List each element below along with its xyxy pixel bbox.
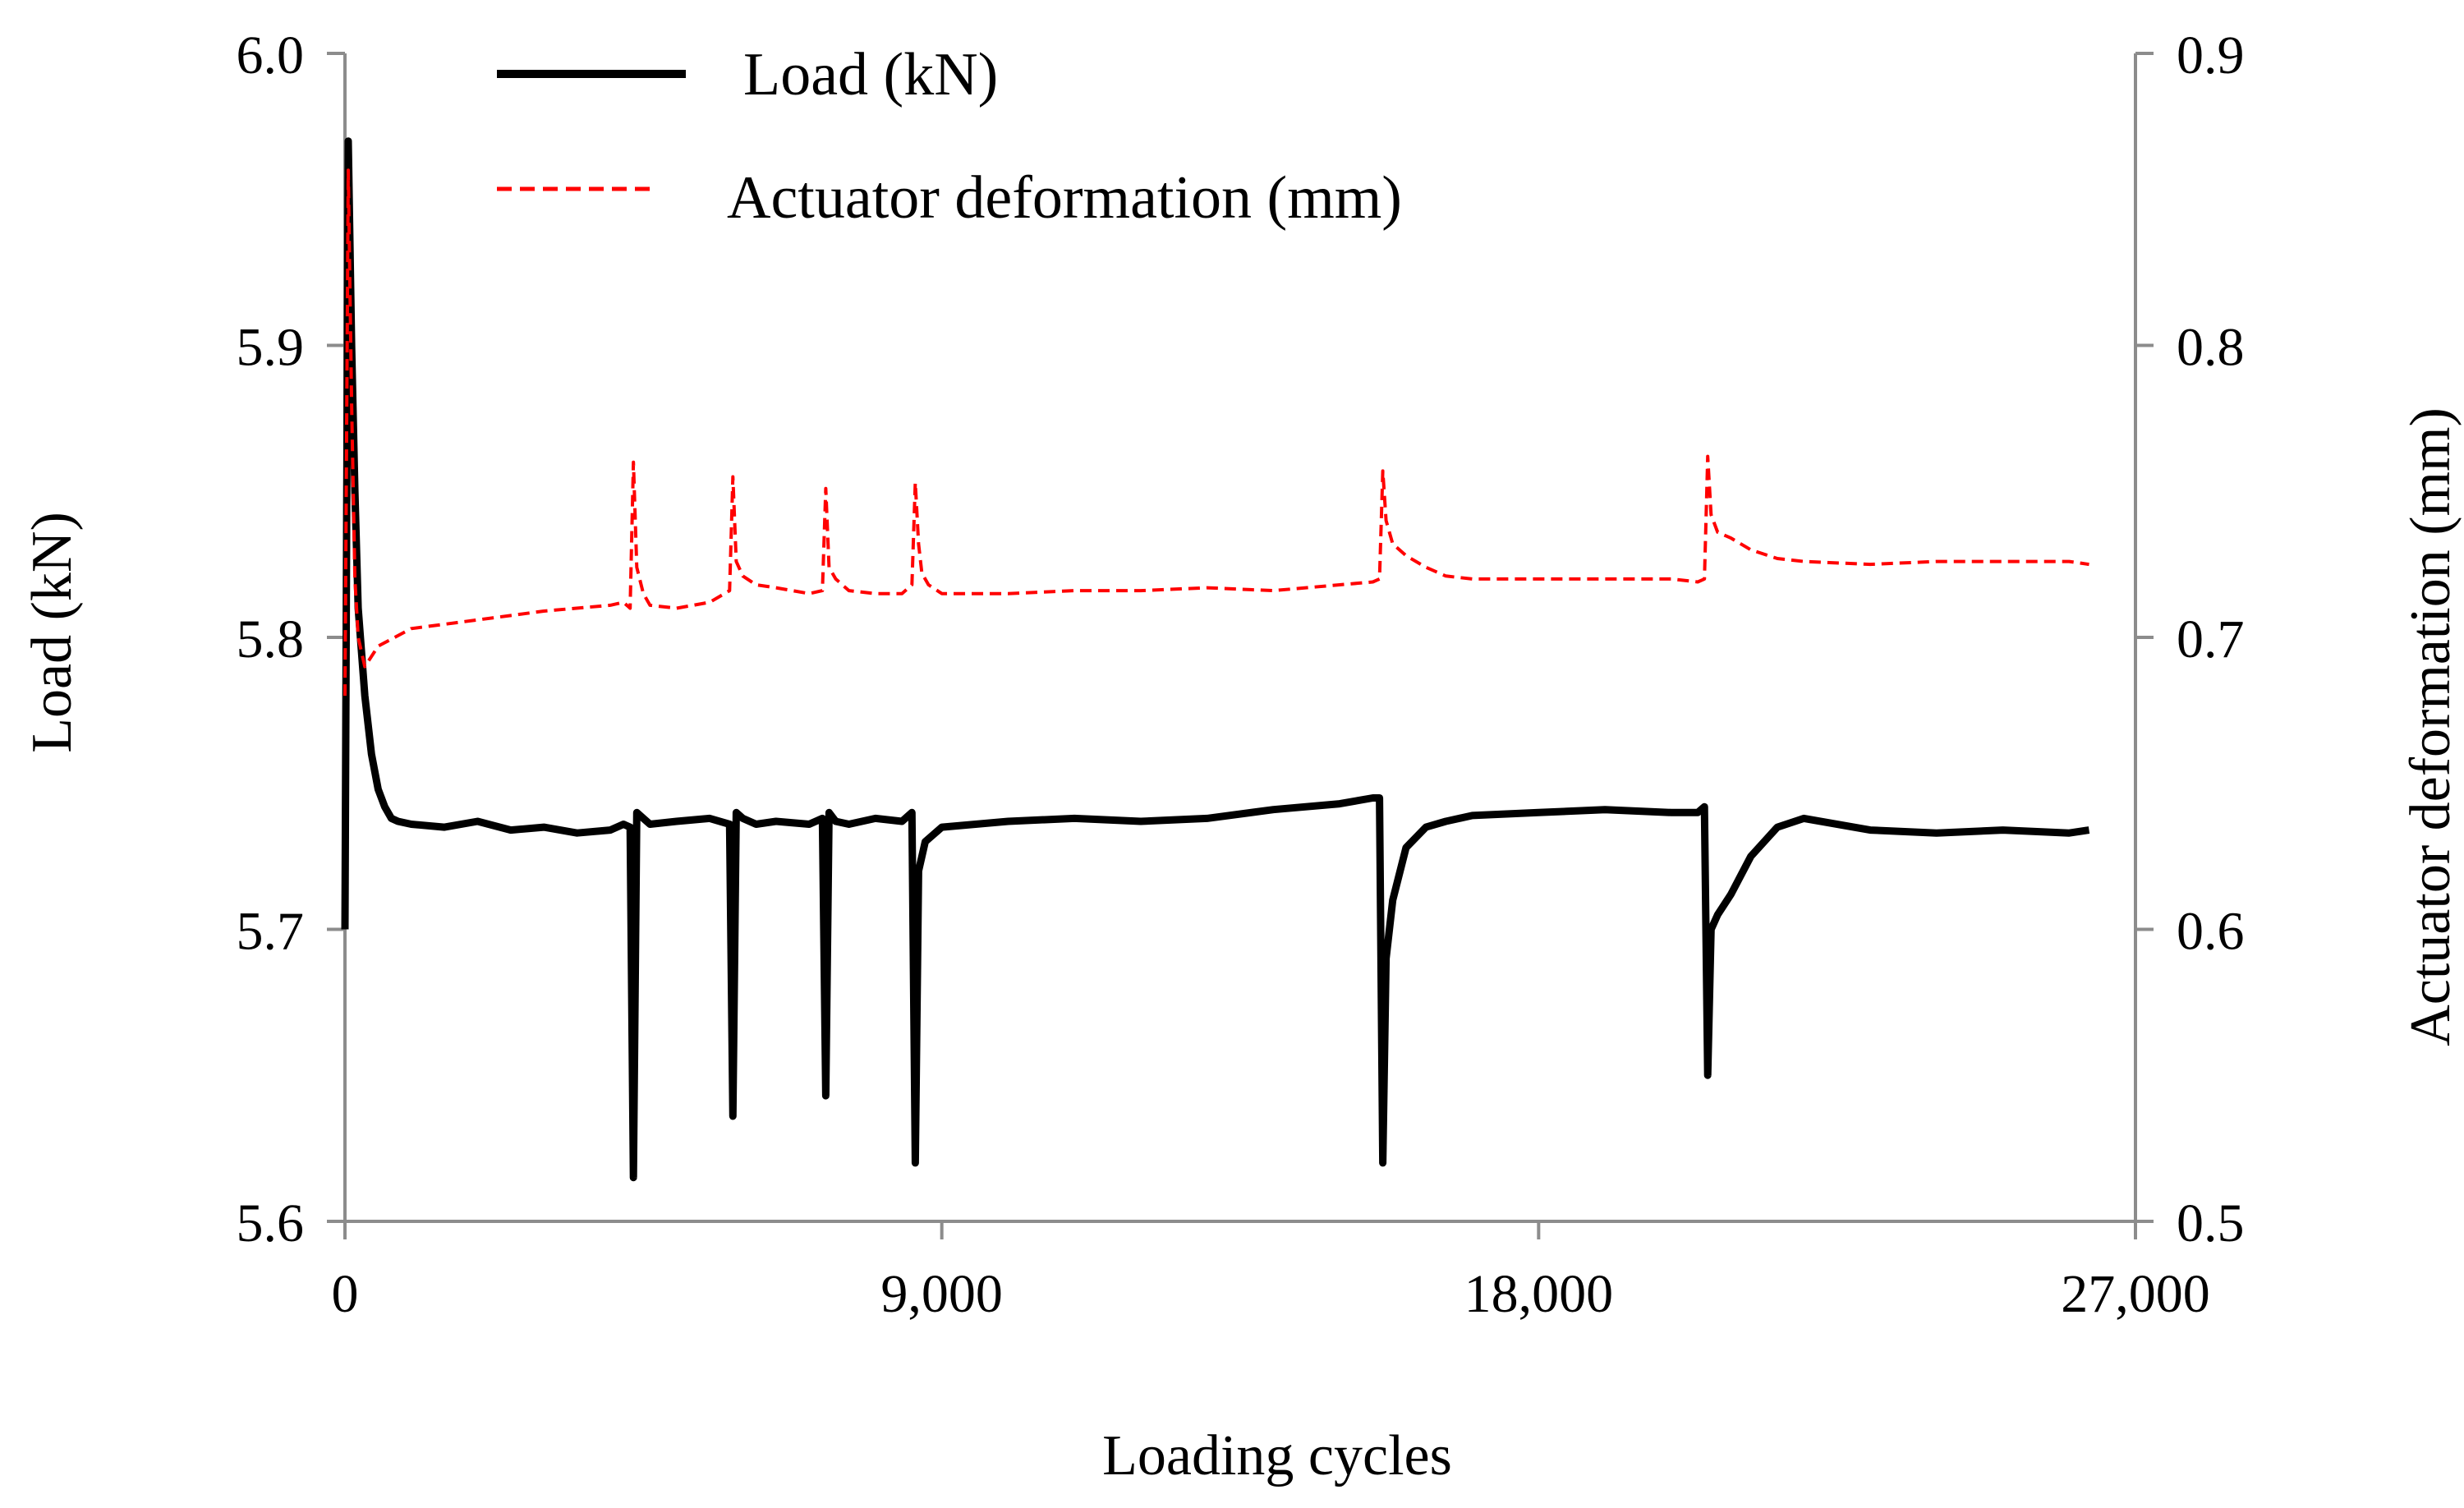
y2-tick-label: 0.6 xyxy=(2177,902,2245,962)
y-axis-title: Load (kN) xyxy=(21,512,84,753)
y-tick-label: 6.0 xyxy=(237,25,305,85)
y-tick-label: 5.8 xyxy=(237,609,305,669)
y2-tick-label: 0.9 xyxy=(2177,25,2245,85)
legend-label-load: Load (kN) xyxy=(743,41,998,108)
chart-tick-labels: 0 9,000 18,000 27,000 5.6 5.7 5.8 5.9 6.0 0.5 0.6 0… xyxy=(237,25,2245,1324)
x-tick-label: 27,000 xyxy=(2061,1264,2210,1324)
legend: Load (kN) Actuator deformation (mm) xyxy=(497,41,1402,232)
chart-axis-titles: Loading cycles Load (kN) Actuator deform… xyxy=(21,407,2462,1487)
x-tick-label: 0 xyxy=(332,1264,359,1324)
y2-tick-label: 0.7 xyxy=(2177,609,2245,669)
legend-label-deformation: Actuator deformation (mm) xyxy=(727,164,1402,232)
chart-series-layer xyxy=(341,137,2090,1182)
x-axis-title: Loading cycles xyxy=(1102,1424,1452,1487)
y-tick-label: 5.9 xyxy=(237,318,305,378)
y-tick-label: 5.6 xyxy=(237,1193,305,1253)
series-line-actuator-deformation xyxy=(343,168,2089,697)
y2-tick-label: 0.5 xyxy=(2177,1193,2245,1253)
series-line-load xyxy=(341,137,2090,1182)
y2-axis-title: Actuator deformation (mm) xyxy=(2399,407,2462,1046)
y-tick-label: 5.7 xyxy=(237,902,305,962)
y2-tick-label: 0.8 xyxy=(2177,318,2245,378)
x-tick-label: 18,000 xyxy=(1464,1264,1614,1324)
x-tick-label: 9,000 xyxy=(880,1264,1003,1324)
